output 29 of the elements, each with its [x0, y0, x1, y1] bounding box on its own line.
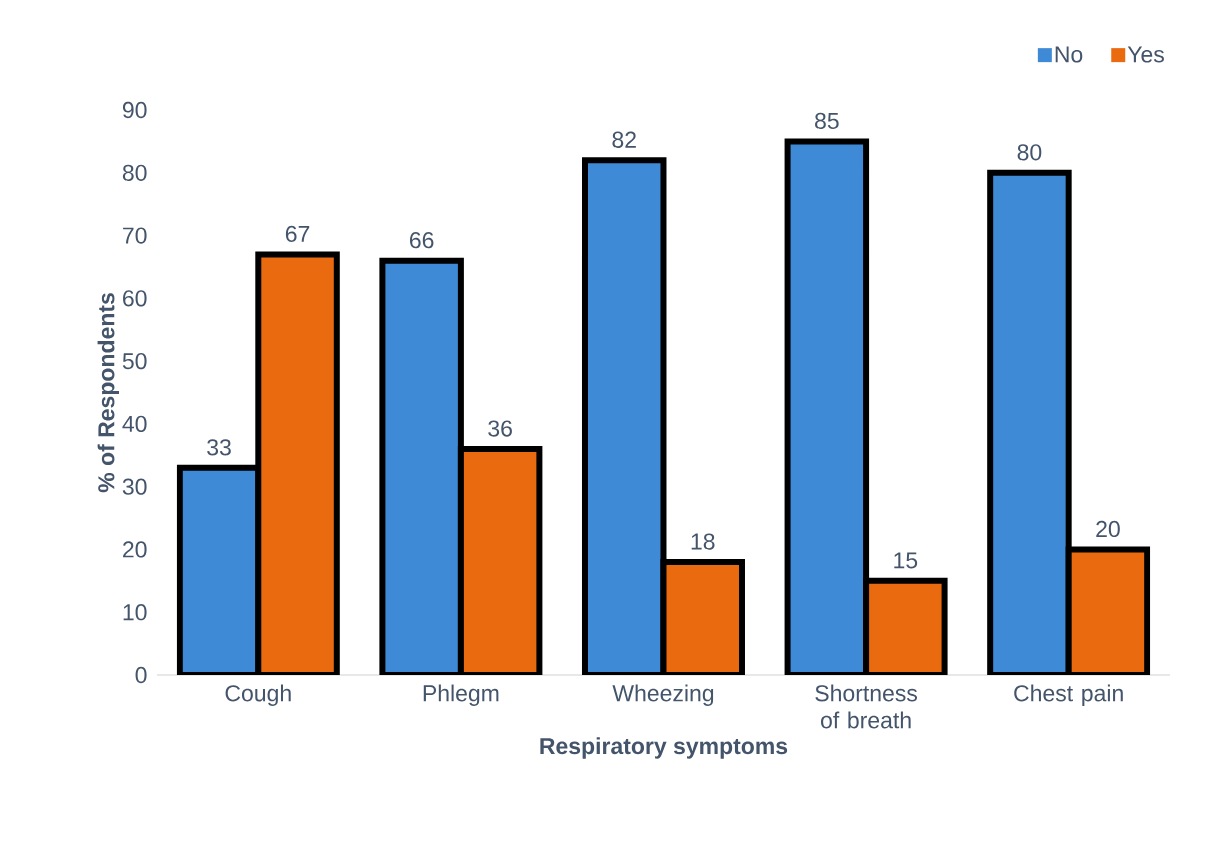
- data-label: 15: [894, 552, 918, 569]
- x-tick-label: Chest pain: [1014, 684, 1123, 706]
- y-tick-label: 30: [122, 478, 147, 495]
- y-axis-title: % of Respondents: [97, 293, 120, 493]
- x-axis-title: Respiratory symptoms: [540, 737, 788, 759]
- y-tick-label: 40: [122, 415, 147, 433]
- x-tick-label: Wheezing: [612, 684, 714, 706]
- data-label: 36: [488, 420, 512, 437]
- y-tick-label: 20: [123, 541, 147, 558]
- x-tick-label: Phlegm: [423, 684, 499, 706]
- legend-label: No: [1055, 46, 1083, 63]
- y-tick-label: 60: [123, 290, 147, 307]
- data-label: 66: [410, 232, 434, 249]
- y-tick-label: 70: [123, 227, 147, 244]
- legend-label: Yes: [1127, 46, 1164, 63]
- x-tick-label: Cough: [225, 684, 291, 706]
- data-label: 85: [815, 112, 839, 130]
- data-label: 20: [1096, 520, 1120, 538]
- data-label: 18: [691, 533, 715, 550]
- data-label: 82: [612, 131, 636, 148]
- data-label: 67: [285, 225, 310, 243]
- y-tick-label: 90: [122, 101, 147, 119]
- y-tick-label: 10: [123, 604, 147, 621]
- y-tick-label: 50: [122, 352, 147, 370]
- x-tick-label: Shortness of breath: [815, 684, 918, 729]
- data-label: 33: [207, 439, 231, 456]
- data-label: 80: [1017, 144, 1042, 161]
- y-tick-label: 80: [122, 164, 147, 181]
- y-tick-label: 0: [135, 666, 147, 684]
